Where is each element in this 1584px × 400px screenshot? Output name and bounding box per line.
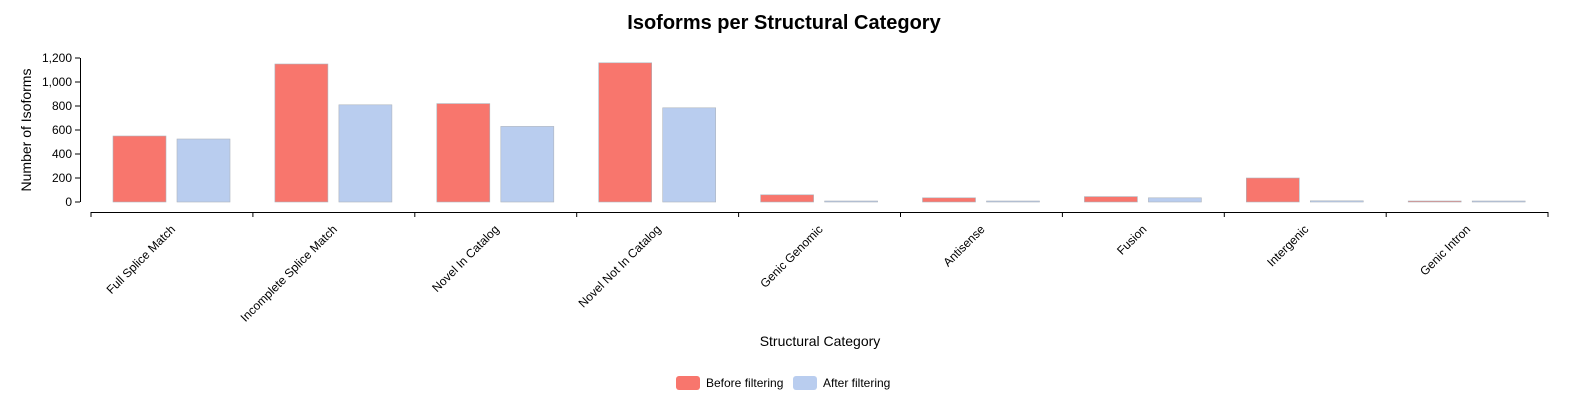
- y-axis: 0 200 400 600 800 1,000 1,200: [42, 51, 81, 209]
- x-tick-label: Intergenic: [1264, 222, 1311, 269]
- chart-title: Isoforms per Structural Category: [627, 12, 941, 34]
- bar-after[interactable]: [500, 126, 555, 203]
- legend-swatch[interactable]: [793, 376, 817, 390]
- bar-before[interactable]: [922, 197, 976, 203]
- bar-before[interactable]: [760, 194, 814, 203]
- x-tick-label: Novel In Catalog: [429, 222, 502, 295]
- x-tick-label: Genic Genomic: [757, 222, 825, 290]
- bar-after[interactable]: [1310, 200, 1364, 203]
- y-tick-label: 800: [52, 99, 72, 113]
- x-tick-label: Full Splice Match: [104, 222, 179, 297]
- bars: [112, 62, 1526, 203]
- x-tick-label: Genic Intron: [1417, 222, 1473, 278]
- y-tick-label: 600: [52, 123, 72, 137]
- legend-label[interactable]: After filtering: [823, 376, 890, 390]
- x-tick-label: Incomplete Splice Match: [238, 222, 340, 324]
- legend-label[interactable]: Before filtering: [706, 376, 783, 390]
- bar-before[interactable]: [598, 62, 653, 203]
- bar-before[interactable]: [1246, 177, 1300, 203]
- x-tick-label: Novel Not In Catalog: [576, 222, 664, 310]
- legend: Before filtering After filtering: [676, 376, 890, 390]
- bar-before[interactable]: [1084, 196, 1138, 203]
- bar-after[interactable]: [1471, 200, 1526, 203]
- bar-after[interactable]: [338, 104, 393, 203]
- bar-after[interactable]: [662, 107, 717, 203]
- y-tick-label: 1,000: [42, 75, 72, 89]
- x-tick-label: Antisense: [940, 222, 987, 269]
- bar-after[interactable]: [824, 200, 878, 203]
- bar-before[interactable]: [112, 135, 167, 203]
- legend-swatch[interactable]: [676, 376, 700, 390]
- x-axis: Full Splice Match Incomplete Splice Match…: [90, 212, 1549, 325]
- x-tick-label: Fusion: [1114, 222, 1149, 257]
- bar-after[interactable]: [1148, 197, 1202, 203]
- bar-after[interactable]: [986, 200, 1040, 203]
- y-tick-label: 400: [52, 147, 72, 161]
- x-axis-title: Structural Category: [760, 333, 881, 349]
- y-tick-label: 200: [52, 171, 72, 185]
- bar-before[interactable]: [274, 63, 329, 203]
- y-axis-title: Number of Isoforms: [18, 69, 34, 192]
- bar-after[interactable]: [176, 138, 231, 203]
- bar-before[interactable]: [1407, 200, 1462, 203]
- y-tick-label: 0: [65, 195, 72, 209]
- y-tick-label: 1,200: [42, 51, 72, 65]
- bar-before[interactable]: [436, 103, 491, 203]
